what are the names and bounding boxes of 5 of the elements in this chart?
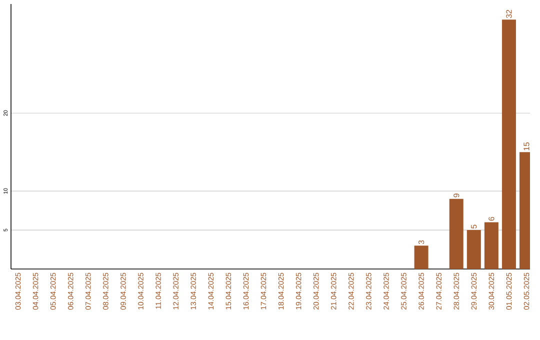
bar	[414, 246, 428, 269]
bar	[466, 230, 481, 269]
bar	[484, 222, 498, 269]
bar	[449, 198, 464, 269]
bar	[502, 20, 516, 269]
